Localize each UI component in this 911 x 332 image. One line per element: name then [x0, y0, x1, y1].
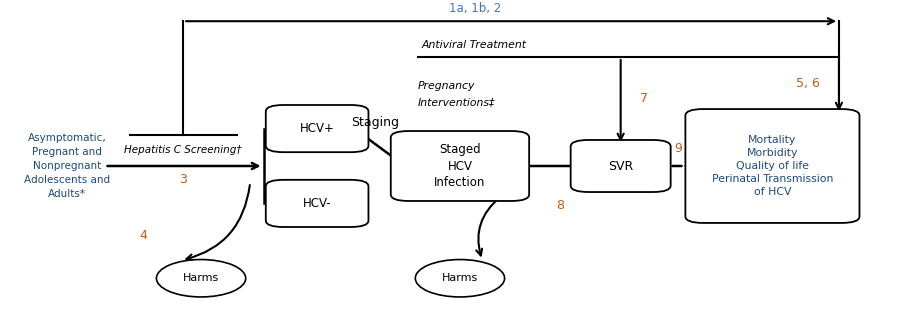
Text: Staging: Staging [351, 116, 399, 128]
Text: Pregnancy: Pregnancy [417, 81, 475, 91]
FancyBboxPatch shape [266, 105, 368, 152]
Text: Antiviral Treatment: Antiviral Treatment [422, 40, 527, 50]
Text: 5, 6: 5, 6 [796, 77, 820, 90]
FancyBboxPatch shape [685, 109, 859, 223]
Text: Hepatitis C Screening†: Hepatitis C Screening† [125, 145, 242, 155]
FancyArrowPatch shape [660, 163, 694, 169]
Text: HCV-: HCV- [302, 197, 332, 210]
FancyBboxPatch shape [391, 131, 529, 201]
FancyArrowPatch shape [266, 200, 274, 207]
Text: 9: 9 [674, 142, 682, 155]
Text: Interventions‡: Interventions‡ [417, 98, 495, 108]
Ellipse shape [415, 260, 505, 297]
Text: Harms: Harms [442, 273, 478, 283]
Text: Asymptomatic,
Pregnant and
Nonpregnant
Adolescents and
Adults*: Asymptomatic, Pregnant and Nonpregnant A… [24, 133, 110, 199]
FancyBboxPatch shape [570, 140, 670, 192]
Text: 3: 3 [179, 173, 187, 186]
FancyBboxPatch shape [266, 180, 368, 227]
FancyArrowPatch shape [266, 125, 274, 132]
Text: Mortality
Morbidity
Quality of life
Perinatal Transmission
of HCV: Mortality Morbidity Quality of life Peri… [711, 135, 834, 197]
FancyArrowPatch shape [517, 163, 579, 169]
Text: 8: 8 [557, 199, 565, 211]
FancyArrowPatch shape [356, 130, 401, 163]
Text: SVR: SVR [608, 159, 633, 173]
Text: HCV+: HCV+ [300, 122, 334, 135]
Text: 7: 7 [640, 92, 649, 105]
Text: 4: 4 [139, 229, 147, 242]
Ellipse shape [157, 260, 246, 297]
Text: Harms: Harms [183, 273, 220, 283]
Text: Staged
HCV
Infection: Staged HCV Infection [435, 143, 486, 189]
Text: 1a, 1b, 2: 1a, 1b, 2 [449, 2, 501, 15]
